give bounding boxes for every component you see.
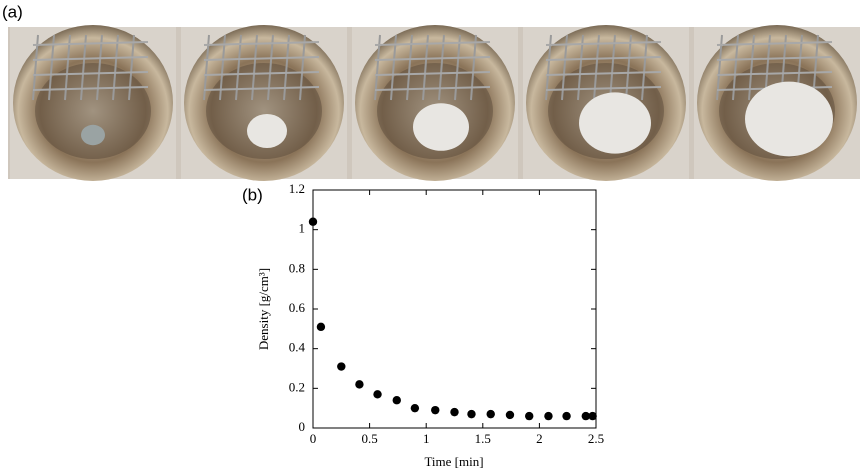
data-point [308,217,318,226]
y-tick-label: 1 [299,221,306,236]
mesh-wire [374,86,491,91]
mesh-wire [716,71,833,76]
panel-label: (a) [2,2,23,21]
y-tick-label: 0.4 [289,340,306,355]
mesh-wire [545,41,662,46]
mesh-wire [203,86,320,91]
y-axis-label: Density [g/cm³] [256,268,271,350]
x-tick-label: 1.5 [475,431,491,446]
y-tick-label: 0 [299,419,306,434]
data-point [337,362,346,371]
x-tick-label: 2.5 [588,431,604,446]
y-tick-label: 1.2 [289,181,305,196]
x-tick-label: 0 [310,431,317,446]
data-point [486,409,495,419]
data-point [562,411,571,421]
data-point [525,411,534,421]
data-point [355,380,364,389]
data-point [581,411,591,421]
mesh-wire [32,41,149,46]
mesh-wire [283,34,290,101]
mesh-wire [545,71,662,76]
mesh-wire [454,34,461,101]
mesh-wire [625,34,632,101]
x-axis-label: Time [min] [424,454,483,469]
mesh-wire [716,56,833,61]
data-point [410,403,420,413]
mesh-wire [470,34,477,101]
mesh-wire [32,71,149,76]
data-point [505,410,515,420]
sample [745,81,833,157]
mesh-wire [203,41,320,46]
mesh-wire [299,34,306,101]
mesh-wire [203,56,320,61]
y-tick-label: 0.2 [289,379,305,394]
data-point [392,396,401,405]
panel-label: (b) [242,185,263,204]
y-tick-label: 0.8 [289,260,305,275]
data-point [450,407,459,417]
sample [579,92,651,154]
mesh-wire [545,56,662,61]
y-tick-label: 0.6 [289,300,306,315]
x-tick-label: 2 [536,431,543,446]
mesh-wire [203,71,320,76]
data-point [544,411,553,421]
mesh-wire [128,34,135,101]
mesh-wire [374,41,491,46]
mesh-wire [112,34,119,101]
mesh-wire [32,86,149,91]
x-tick-label: 1 [423,431,430,446]
mesh-wire [545,86,662,91]
data-point [467,409,476,419]
mesh-wire [716,41,833,46]
x-tick-label: 0.5 [361,431,377,446]
data-point [373,390,382,399]
photo-row [8,25,860,181]
sample [247,114,287,148]
sample [413,103,469,151]
data-point [431,405,440,415]
mesh-wire [374,71,491,76]
mesh-wire [32,56,149,61]
data-point [316,322,326,332]
data-point [588,411,597,421]
plot-frame [312,189,597,429]
sample [81,124,105,146]
mesh-wire [641,34,648,101]
mesh-wire [374,56,491,61]
